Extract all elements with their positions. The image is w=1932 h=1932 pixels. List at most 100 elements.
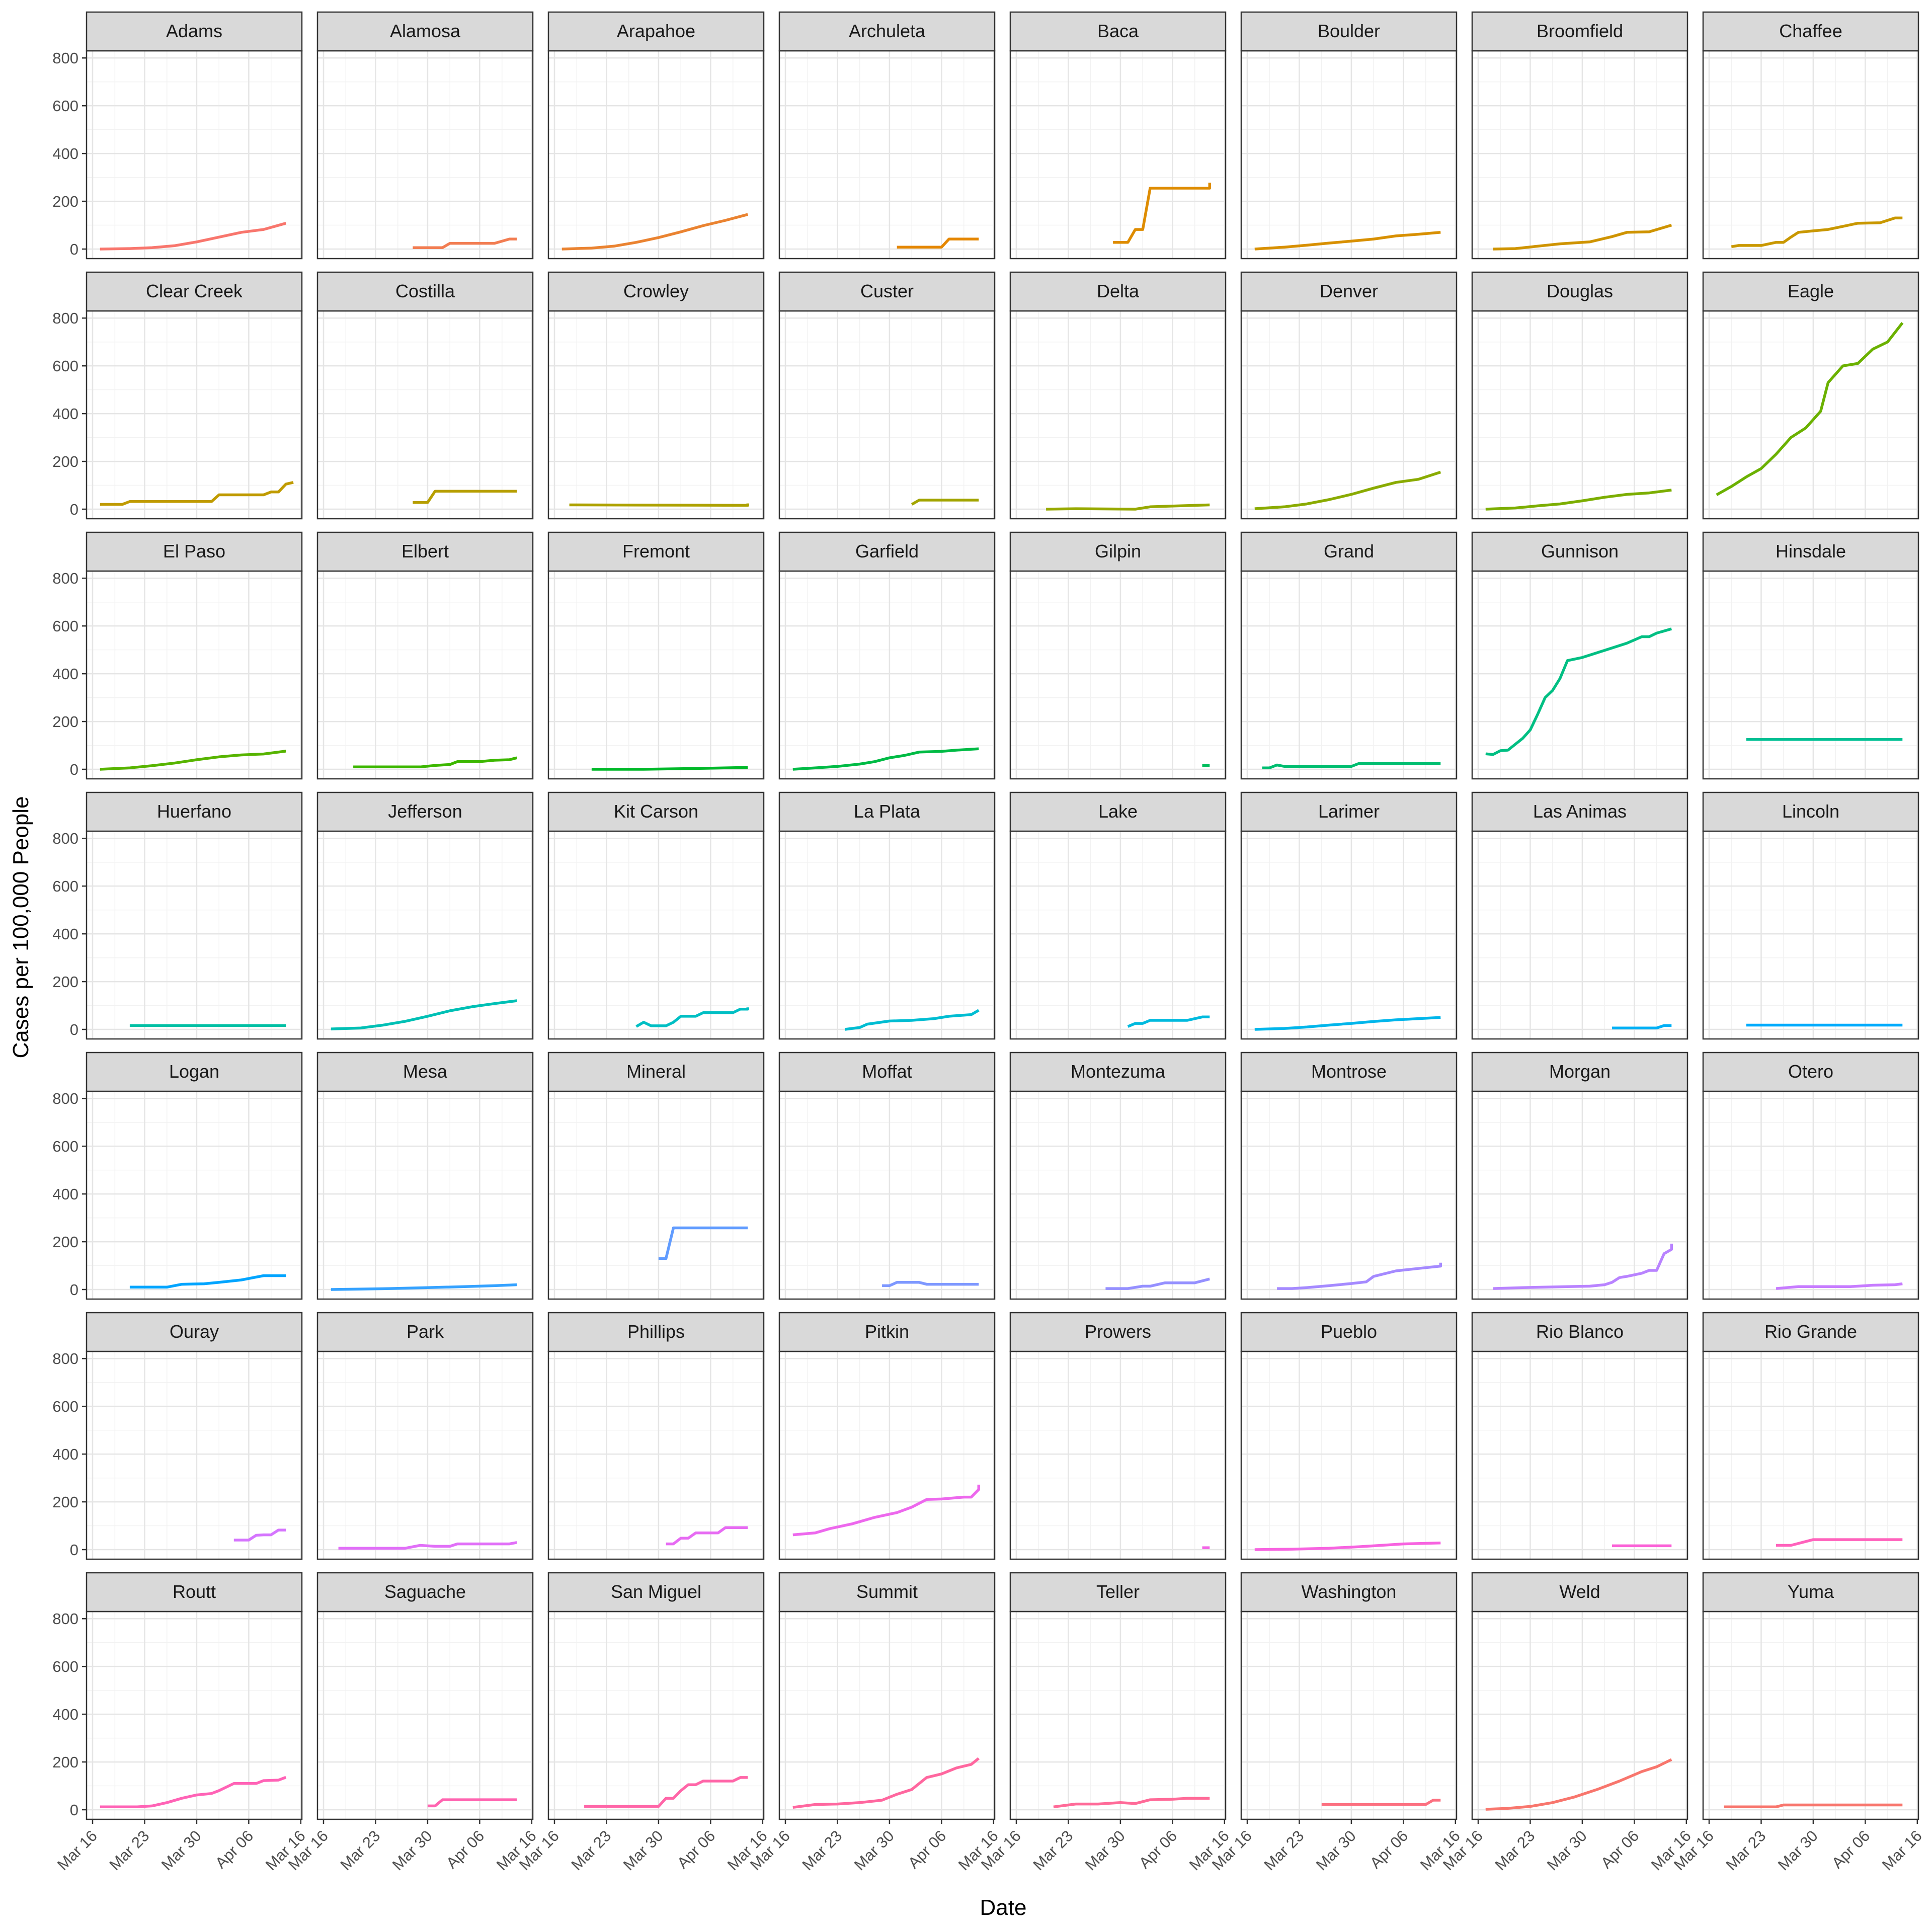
facet-strip xyxy=(1009,791,1227,832)
y-tick-label: 400 xyxy=(52,145,78,163)
series-line xyxy=(591,766,748,771)
facet-label: Chaffee xyxy=(1779,21,1842,41)
facet-strip xyxy=(778,1572,996,1613)
facet-strip xyxy=(1009,271,1227,312)
facet-strip xyxy=(316,531,534,572)
panel-background xyxy=(548,1612,764,1819)
facet-strip xyxy=(1471,1052,1688,1092)
facet-panel: Delta xyxy=(1009,271,1227,520)
facet-strip xyxy=(547,11,765,52)
facet-label: Huerfano xyxy=(157,801,231,822)
facet-strip xyxy=(86,531,303,572)
series-line xyxy=(427,1798,517,1808)
facet-strip xyxy=(86,11,303,52)
series-line xyxy=(1113,183,1212,244)
facet-strip xyxy=(1471,11,1688,52)
facet-panel: Alamosa xyxy=(316,11,534,260)
facet-strip xyxy=(1009,531,1227,572)
facet-strip xyxy=(1702,1052,1919,1092)
panel-background xyxy=(1241,311,1457,519)
panel-background xyxy=(1010,311,1226,519)
y-tick-label: 200 xyxy=(52,1493,78,1511)
facet-label: Montrose xyxy=(1311,1061,1387,1082)
facet-panel: Morgan xyxy=(1471,1052,1688,1300)
facet-label: Pitkin xyxy=(865,1321,909,1342)
facet-strip xyxy=(778,11,996,52)
facet-strip xyxy=(86,1312,303,1352)
panel-background xyxy=(548,571,764,779)
facet-strip xyxy=(86,1052,303,1092)
y-tick-label: 200 xyxy=(52,1753,78,1771)
facet-panel: Denver xyxy=(1240,271,1458,520)
series-line xyxy=(561,213,749,251)
facet-label: Archuleta xyxy=(849,21,926,41)
facet-label: Hinsdale xyxy=(1776,541,1846,561)
series-line xyxy=(331,999,517,1030)
series-line xyxy=(635,1007,750,1028)
facet-strip xyxy=(1471,1572,1688,1613)
facet-strip xyxy=(1702,1572,1919,1613)
series-line xyxy=(1262,762,1441,769)
panel-background xyxy=(317,571,533,779)
facet-panel: Jefferson xyxy=(316,791,534,1040)
facet-label: Mineral xyxy=(626,1061,686,1082)
panel-background xyxy=(1241,1351,1457,1559)
facet-label: Delta xyxy=(1097,281,1140,301)
series-line xyxy=(1493,1243,1673,1290)
series-line xyxy=(569,503,750,507)
panel-background xyxy=(87,311,302,519)
y-tick-label: 0 xyxy=(70,1541,78,1559)
facet-strip xyxy=(316,1052,534,1092)
facet-strip xyxy=(547,1572,765,1613)
facet-strip xyxy=(86,271,303,312)
facet-panel: Otero xyxy=(1702,1052,1919,1300)
facet-strip xyxy=(1471,531,1688,572)
facet-label: Elbert xyxy=(401,541,449,561)
facet-panel: Pitkin xyxy=(778,1312,996,1560)
facet-label: Washington xyxy=(1302,1581,1397,1602)
facet-label: San Miguel xyxy=(611,1581,701,1602)
facet-label: Adams xyxy=(166,21,222,41)
facet-strip xyxy=(316,271,534,312)
facet-label: Custer xyxy=(860,281,914,301)
facet-panel: Baca xyxy=(1009,11,1227,260)
facet-strip xyxy=(1702,791,1919,832)
facet-panel: Larimer xyxy=(1240,791,1458,1040)
facet-strip xyxy=(316,791,534,832)
facet-panel: Gunnison xyxy=(1471,531,1688,780)
facet-label: Gunnison xyxy=(1541,541,1619,561)
facet-label: Douglas xyxy=(1547,281,1613,301)
facet-label: Rio Grande xyxy=(1764,1321,1857,1342)
facet-strip xyxy=(1240,1052,1458,1092)
panel-background xyxy=(1703,1091,1918,1299)
panel-background xyxy=(548,311,764,519)
facet-label: Moffat xyxy=(862,1061,912,1082)
y-tick-label: 400 xyxy=(52,1185,78,1203)
facet-panel: Huerfano 0 200 400 600 800 xyxy=(52,791,303,1040)
y-tick-label: 600 xyxy=(52,877,78,895)
y-tick-label: 0 xyxy=(70,1801,78,1819)
series-line xyxy=(658,1226,748,1260)
facet-panel: Ouray 0 200 400 600 800 xyxy=(52,1312,303,1560)
series-line xyxy=(897,237,979,249)
y-tick-label: 800 xyxy=(52,830,78,847)
facet-label: Garfield xyxy=(855,541,919,561)
facet-panel: Montrose xyxy=(1240,1052,1458,1300)
facet-label: Costilla xyxy=(395,281,455,301)
facet-panel: Lincoln xyxy=(1702,791,1919,1040)
facet-strip xyxy=(316,11,534,52)
facet-label: Phillips xyxy=(627,1321,685,1342)
facet-label: Teller xyxy=(1096,1581,1140,1602)
facet-label: Boulder xyxy=(1318,21,1380,41)
panel-background xyxy=(548,1091,764,1299)
facet-strip xyxy=(1471,1312,1688,1352)
y-tick-label: 800 xyxy=(52,1610,78,1628)
panel-background xyxy=(317,1351,533,1559)
facet-strip xyxy=(1240,11,1458,52)
y-tick-label: 0 xyxy=(70,1021,78,1038)
facet-strip xyxy=(1240,1312,1458,1352)
facet-label: Larimer xyxy=(1318,801,1380,822)
facet-label: Ouray xyxy=(170,1321,219,1342)
y-tick-label: 400 xyxy=(52,1445,78,1463)
